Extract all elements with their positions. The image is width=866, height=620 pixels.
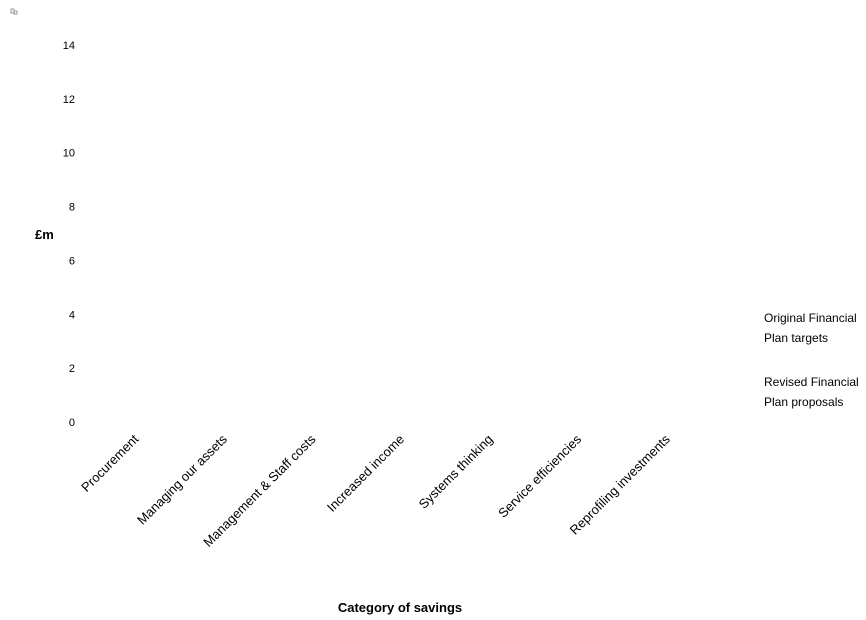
x-category-label: Reprofiling investments [567, 431, 674, 538]
y-tick-label: 10 [63, 148, 75, 160]
x-category-label: Managing our assets [134, 431, 230, 527]
chart-corner-marker [10, 8, 18, 15]
y-tick-label: 4 [69, 309, 75, 321]
y-tick-label: 2 [69, 363, 75, 375]
legend-entry: Revised Financial Plan proposals [764, 375, 859, 409]
y-tick-label: 0 [69, 417, 75, 429]
legend: Original Financial Plan targets Revised Fi… [764, 311, 859, 409]
legend-label: Plan proposals [764, 395, 843, 409]
y-tick-label: 12 [63, 94, 75, 106]
x-category-label: Systems thinking [416, 432, 496, 512]
y-axis-title: £m [35, 227, 54, 242]
x-axis-title: Category of savings [338, 600, 462, 615]
legend-label: Revised Financial [764, 375, 859, 389]
y-tick-label: 14 [63, 40, 75, 52]
y-tick-label: 8 [69, 202, 75, 214]
y-tick-label: 6 [69, 255, 75, 267]
legend-entry: Original Financial Plan targets [764, 311, 857, 345]
x-category-label: Increased income [324, 432, 407, 515]
y-axis-tick-labels: 0 2 4 6 8 10 12 14 [63, 40, 75, 429]
legend-label: Original Financial [764, 311, 857, 325]
x-category-label: Procurement [78, 431, 142, 495]
legend-label: Plan targets [764, 331, 828, 345]
x-category-label: Service efficiencies [495, 431, 584, 520]
